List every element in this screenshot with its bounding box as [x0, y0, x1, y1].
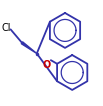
Text: O: O — [42, 60, 51, 70]
Polygon shape — [21, 42, 37, 54]
Text: Cl: Cl — [1, 23, 11, 33]
